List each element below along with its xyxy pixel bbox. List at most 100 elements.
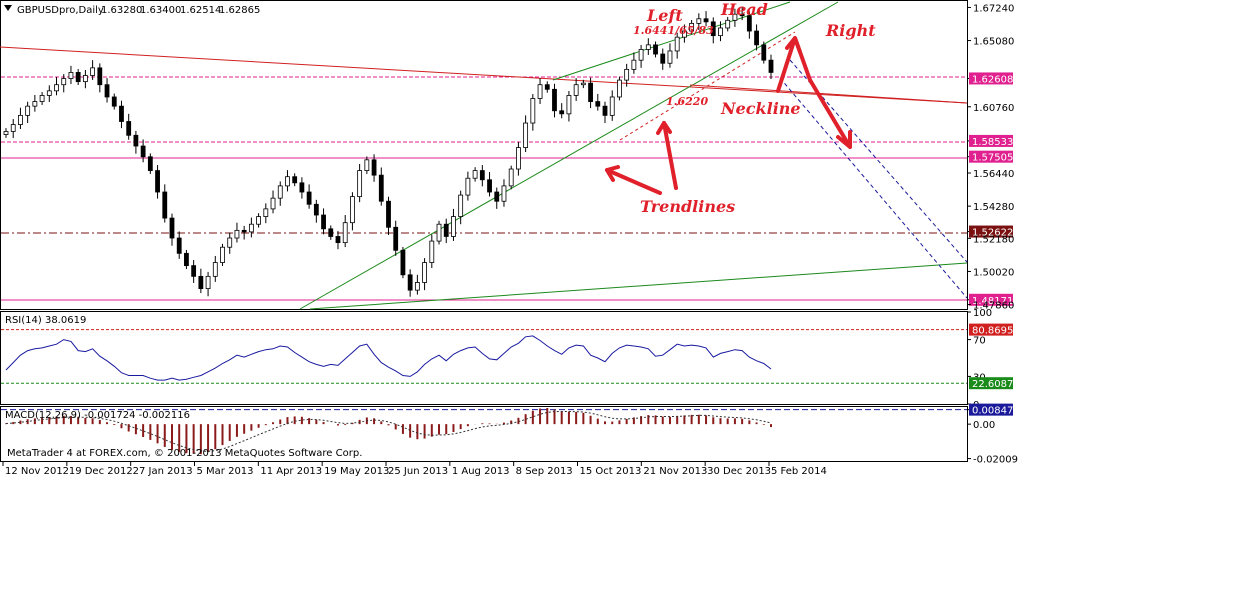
candle-body bbox=[501, 185, 507, 202]
candle-body bbox=[342, 222, 348, 244]
candle-body bbox=[119, 105, 124, 122]
price-level-badge-label: 1.52622 bbox=[972, 228, 1013, 239]
candle-body bbox=[588, 82, 593, 102]
copyright-text: MetaTrader 4 at FOREX.com, © 2001-2013 M… bbox=[7, 448, 362, 459]
candle-body bbox=[61, 78, 67, 86]
candle-body bbox=[364, 159, 370, 171]
candle-body bbox=[761, 44, 767, 61]
macd-level-badge bbox=[969, 403, 1013, 416]
candle-body bbox=[147, 156, 153, 171]
candle-body bbox=[140, 145, 146, 158]
macd-axis: 0.00847 0.00 -0.02009 bbox=[967, 403, 1018, 466]
candle-body bbox=[212, 262, 218, 277]
candle-body bbox=[718, 27, 723, 37]
candle-body bbox=[443, 223, 449, 237]
candle-body bbox=[544, 84, 550, 90]
arrow-trendline-left-head bbox=[605, 165, 620, 182]
candle-body bbox=[653, 44, 658, 55]
candle-body bbox=[393, 226, 399, 251]
candle-body bbox=[111, 96, 117, 107]
candle-body bbox=[299, 182, 305, 193]
price-tick-label: 1.56440 bbox=[973, 169, 1014, 180]
candle-body bbox=[465, 177, 471, 196]
candle-body bbox=[378, 174, 384, 202]
candle-body bbox=[422, 262, 427, 283]
time-tick-label: 19 May 2013 bbox=[324, 466, 389, 477]
chart-low: 1.62514 bbox=[180, 5, 221, 16]
time-tick-label: 30 Dec 2013 bbox=[707, 466, 771, 477]
candle-body bbox=[270, 197, 276, 210]
candle-body bbox=[220, 246, 225, 263]
arrow-trendline-up bbox=[662, 121, 678, 190]
rsi-panel bbox=[0, 311, 968, 405]
rsi-tick-label: 70 bbox=[973, 336, 986, 347]
candle-body bbox=[39, 95, 45, 102]
candle-body bbox=[82, 75, 88, 83]
price-tick-label: 1.65080 bbox=[973, 37, 1014, 48]
candle-body bbox=[689, 22, 695, 32]
candle-body bbox=[645, 44, 651, 50]
candle-body bbox=[768, 59, 774, 73]
candle-body bbox=[169, 217, 175, 239]
candle-body bbox=[277, 185, 283, 199]
candle-body bbox=[609, 96, 615, 116]
dashed-support-line bbox=[619, 31, 796, 141]
candle-body bbox=[595, 101, 601, 107]
candle-body bbox=[573, 84, 579, 96]
price-level-badge-label: 1.48171 bbox=[972, 296, 1013, 307]
neckline-line bbox=[689, 84, 968, 104]
time-tick-label: 5 Feb 2014 bbox=[771, 466, 827, 477]
candle-body bbox=[537, 84, 543, 99]
candle-body bbox=[350, 196, 355, 224]
chart-high: 1.63400 bbox=[140, 5, 181, 16]
candle-body bbox=[75, 72, 81, 83]
candle-body bbox=[494, 191, 500, 202]
candle-body bbox=[754, 30, 759, 46]
candle-body bbox=[46, 90, 52, 96]
time-tick-label: 5 Mar 2013 bbox=[197, 466, 254, 477]
arrow-neckline-up-head bbox=[785, 36, 802, 54]
candle-body bbox=[414, 282, 420, 291]
candle-body bbox=[696, 18, 702, 24]
upper-trendline bbox=[552, 1, 791, 81]
candle-body bbox=[429, 240, 435, 263]
candle-body bbox=[263, 208, 269, 217]
candle-body bbox=[248, 223, 254, 233]
collapse-icon[interactable] bbox=[4, 5, 12, 11]
time-axis: 12 Nov 2012 19 Dec 2012 27 Jan 2013 5 Mar 2… bbox=[2, 461, 827, 477]
candle-body bbox=[660, 53, 666, 64]
rsi-line bbox=[5, 335, 772, 381]
candle-body bbox=[400, 249, 406, 276]
candle-body bbox=[54, 84, 59, 92]
candle-body bbox=[256, 216, 261, 225]
rsi-level-badge-label: 80.86956 bbox=[972, 326, 1020, 337]
candle-body bbox=[32, 101, 38, 107]
annotation-low-price: 1.6220 bbox=[666, 95, 708, 108]
price-tick-label: 1.50020 bbox=[973, 267, 1014, 278]
candle-body bbox=[487, 179, 492, 193]
candle-body bbox=[234, 229, 240, 239]
candlestick-series bbox=[3, 6, 774, 297]
candle-body bbox=[162, 191, 168, 219]
candle-body bbox=[321, 214, 326, 230]
price-level-badge-label: 1.58533 bbox=[972, 137, 1013, 148]
annotation-trendlines: Trendlines bbox=[640, 197, 735, 216]
candle-body bbox=[703, 18, 709, 23]
candle-body bbox=[306, 191, 312, 205]
candle-body bbox=[328, 228, 334, 237]
candle-body bbox=[479, 170, 485, 181]
panel-frames bbox=[0, 0, 968, 462]
time-tick-label: 25 Jun 2013 bbox=[388, 466, 448, 477]
candle-body bbox=[638, 49, 644, 61]
candle-body bbox=[335, 236, 341, 244]
candle-body bbox=[191, 265, 197, 277]
candle-body bbox=[631, 59, 637, 70]
price-level-badge bbox=[969, 134, 1013, 147]
candle-body bbox=[407, 274, 413, 291]
price-level-badge bbox=[969, 150, 1013, 163]
base-trendline bbox=[309, 262, 968, 310]
annotation-left: Left bbox=[646, 6, 683, 25]
candle-body bbox=[155, 170, 160, 193]
